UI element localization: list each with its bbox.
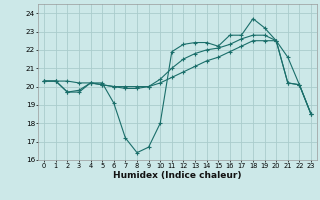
X-axis label: Humidex (Indice chaleur): Humidex (Indice chaleur) [113, 171, 242, 180]
